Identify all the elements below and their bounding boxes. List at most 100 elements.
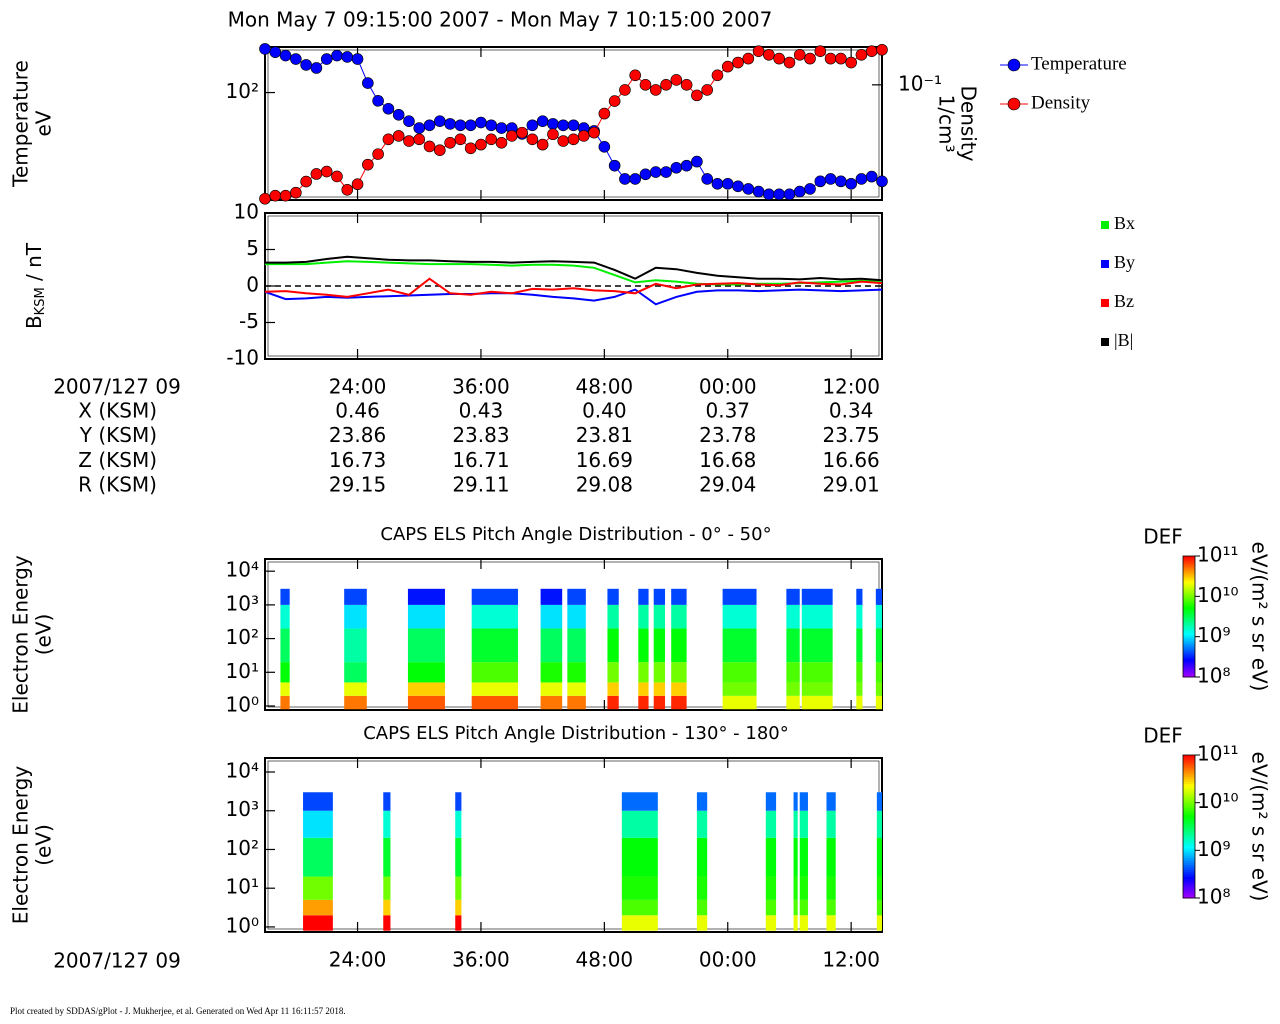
heatmap-cell — [280, 695, 290, 710]
heatmap-cell — [455, 810, 462, 838]
colorbar-segment — [1183, 562, 1195, 565]
heatmap-cell — [801, 662, 833, 683]
ephemeris-value: 16.73 — [329, 448, 386, 472]
data-point — [300, 175, 312, 188]
data-point — [372, 148, 384, 160]
data-point — [536, 138, 549, 151]
colorbar-segment — [1183, 668, 1195, 672]
ephemeris-value: 16.69 — [576, 448, 633, 472]
legend-label: Bz — [1114, 291, 1134, 311]
data-point — [855, 49, 868, 61]
heatmap-cell — [876, 810, 882, 838]
data-point — [444, 118, 456, 130]
colorbar-segment — [1183, 654, 1195, 658]
data-point — [526, 133, 539, 146]
data-point — [649, 84, 662, 96]
ephemeris-value: 29.04 — [699, 473, 756, 497]
heatmap-cell — [567, 695, 586, 710]
data-point — [660, 79, 672, 91]
y-tick-label: 10⁰ — [226, 913, 259, 937]
legend-label: |B| — [1114, 330, 1133, 350]
ephemeris-value: 29.01 — [823, 473, 880, 497]
colorbar-segment — [1183, 807, 1195, 811]
ephemeris-value: 29.08 — [576, 473, 633, 497]
heatmap-cell — [280, 588, 290, 605]
colorbar-segment — [1183, 640, 1195, 644]
data-point — [865, 170, 878, 183]
x-tick-label: 12:00 — [822, 948, 880, 972]
heatmap-cell — [455, 837, 462, 877]
data-point — [269, 189, 282, 202]
heatmap-cell — [801, 628, 833, 663]
colorbar-tick-label: 10⁹ — [1197, 623, 1230, 647]
colorbar-segment — [1183, 604, 1195, 607]
data-point — [300, 59, 312, 71]
data-point — [475, 138, 487, 151]
x-tick-label: 12:00 — [822, 375, 880, 399]
heatmap-cell — [671, 682, 687, 696]
heatmap-cell — [826, 792, 836, 811]
colorbar-segment — [1183, 864, 1195, 868]
colorbar-segment — [1183, 642, 1195, 646]
heatmap-cell — [607, 604, 619, 629]
heatmap-cell — [793, 915, 798, 931]
heatmap-cell — [653, 628, 666, 663]
y2-axis-label: 1/cm³ — [935, 95, 959, 153]
heatmap-cell — [786, 628, 800, 663]
colorbar-segment — [1183, 566, 1195, 569]
colorbar-segment — [1183, 783, 1195, 787]
heatmap-cell — [383, 876, 391, 900]
heatmap-cell — [653, 588, 666, 605]
data-point — [547, 118, 559, 130]
data-point — [721, 60, 734, 73]
colorbar-segment — [1183, 612, 1195, 615]
colorbar-segment — [1183, 840, 1195, 844]
colorbar-segment — [1183, 588, 1195, 591]
heatmap-cell — [407, 588, 445, 605]
data-point — [320, 53, 333, 65]
data-point — [732, 56, 744, 69]
data-point — [835, 175, 847, 188]
colorbar-label: eV/(m² s sr eV) — [1248, 752, 1272, 902]
colorbar-segment — [1183, 888, 1195, 892]
colorbar-tick-label: 10⁸ — [1197, 885, 1230, 909]
colorbar-segment — [1183, 638, 1195, 642]
data-point — [372, 95, 384, 107]
ephemeris-value: 16.68 — [699, 448, 756, 472]
y-tick-label: 10⁴ — [226, 759, 259, 783]
colorbar-segment — [1183, 769, 1195, 773]
colorbar-segment — [1183, 636, 1195, 640]
data-point — [567, 133, 580, 146]
heatmap-cell — [826, 899, 836, 916]
data-point — [269, 46, 282, 58]
colorbar-segment — [1183, 781, 1195, 785]
data-point — [629, 69, 642, 82]
colorbar-segment — [1183, 598, 1195, 601]
data-point — [351, 53, 364, 65]
heatmap-cell — [671, 695, 687, 710]
colorbar-segment — [1183, 596, 1195, 599]
y-axis-label: Electron Energy — [9, 555, 33, 714]
data-point — [876, 175, 888, 188]
legend-swatch — [1101, 299, 1109, 307]
ephemeris-label: 2007/127 09 — [53, 375, 181, 399]
data-point — [423, 119, 436, 132]
colorbar-segment — [1183, 672, 1195, 676]
heatmap-cell — [653, 662, 666, 683]
heatmap-cell — [383, 899, 391, 916]
colorbar-segment — [1183, 759, 1195, 763]
data-point — [670, 74, 683, 86]
colorbar-segment — [1183, 564, 1195, 567]
heatmap-cell — [653, 695, 666, 710]
colorbar-segment — [1183, 797, 1195, 801]
heatmap-cell — [765, 876, 777, 900]
heatmap-cell — [540, 662, 563, 683]
colorbar-segment — [1183, 867, 1195, 870]
data-point — [608, 159, 621, 172]
data-point — [567, 119, 580, 132]
data-point — [763, 188, 775, 201]
colorbar-segment — [1183, 568, 1195, 571]
legend-marker — [1007, 97, 1021, 111]
y-axis-label-part: / nT — [22, 242, 46, 287]
heatmap-cell — [722, 604, 757, 629]
